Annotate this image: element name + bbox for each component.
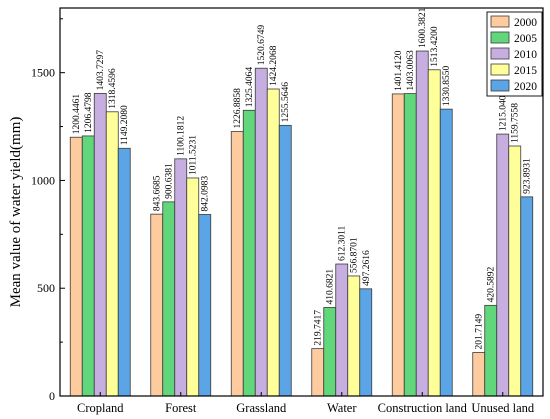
data-label: 420.5892 xyxy=(487,266,497,302)
x-tick-label: Grassland xyxy=(236,401,287,415)
bar-water-2000 xyxy=(311,348,325,397)
bar-forest-2000 xyxy=(150,213,164,397)
y-axis-label: Mean value of water yield(mm) xyxy=(8,117,24,308)
legend-entry: 2010 xyxy=(514,49,537,61)
data-label: 1011.5231 xyxy=(189,135,199,175)
bar-construction-land-2015 xyxy=(427,69,441,397)
bar-construction-land-2010 xyxy=(415,50,429,397)
data-label: 1200.4461 xyxy=(72,94,82,135)
legend-swatch xyxy=(490,47,510,60)
legend-entry: 2020 xyxy=(514,81,537,93)
bar-unused-land-2000 xyxy=(472,352,486,397)
data-label: 1215.0406 xyxy=(499,90,509,131)
data-label: 1600.3821 xyxy=(418,7,428,48)
data-label: 843.6685 xyxy=(153,175,163,211)
x-tick-label: Water xyxy=(327,401,357,415)
bar-cropland-2010 xyxy=(93,93,107,397)
x-tick-label: Construction land xyxy=(378,401,468,415)
bar-cropland-2015 xyxy=(105,111,119,397)
bar-unused-land-2010 xyxy=(496,133,510,397)
data-label: 1255.5646 xyxy=(281,82,291,123)
bar-cropland-2020 xyxy=(117,147,131,397)
legend-swatch xyxy=(490,63,510,76)
bar-unused-land-2020 xyxy=(520,196,534,397)
bar-forest-2005 xyxy=(162,201,176,397)
x-tick-label: Unused land xyxy=(471,401,535,415)
y-tick-label: 500 xyxy=(37,281,55,295)
data-label: 612.3011 xyxy=(338,225,348,261)
data-label: 900.6381 xyxy=(165,163,175,199)
bar-grassland-2020 xyxy=(278,124,292,397)
bar-grassland-2000 xyxy=(230,131,244,397)
bar-water-2010 xyxy=(335,263,349,397)
bar-forest-2010 xyxy=(174,158,188,397)
data-label: 219.7417 xyxy=(314,310,324,346)
data-label: 1159.7558 xyxy=(511,103,521,143)
data-label: 1325.4064 xyxy=(245,67,255,108)
y-tick-label: 1000 xyxy=(31,173,55,187)
data-label: 1401.4120 xyxy=(394,50,404,91)
y-tick-label: 1500 xyxy=(31,66,55,80)
bar-cropland-2000 xyxy=(69,136,83,397)
data-label: 1520.6749 xyxy=(257,25,267,66)
legend-swatch xyxy=(490,15,510,28)
bar-water-2005 xyxy=(323,307,337,397)
data-label: 1318.4596 xyxy=(108,68,118,109)
legend-swatch xyxy=(490,31,510,44)
data-label: 1226.8858 xyxy=(233,88,243,129)
bar-grassland-2005 xyxy=(242,109,256,397)
bar-cropland-2005 xyxy=(81,135,95,397)
data-label: 497.2616 xyxy=(362,250,372,286)
data-label: 410.6821 xyxy=(326,269,336,305)
data-label: 1403.0063 xyxy=(406,50,416,91)
data-label: 1424.2068 xyxy=(269,45,279,86)
bar-water-2020 xyxy=(359,288,373,397)
plot-frame xyxy=(59,7,544,397)
data-label: 842.0983 xyxy=(201,176,211,212)
bar-grassland-2010 xyxy=(254,67,268,397)
bar-forest-2015 xyxy=(186,177,200,397)
bar-construction-land-2000 xyxy=(391,93,405,397)
data-label: 1330.8550 xyxy=(442,66,452,107)
legend-entry: 2005 xyxy=(514,33,537,45)
bar-grassland-2015 xyxy=(266,88,280,397)
bar-construction-land-2020 xyxy=(439,108,453,397)
bar-groups xyxy=(69,50,534,397)
data-label: 923.8931 xyxy=(523,158,533,194)
bar-forest-2020 xyxy=(198,214,212,397)
legend-entry: 2015 xyxy=(514,65,537,77)
legend: 2000 2005 2010 2015 2020 xyxy=(486,11,543,97)
data-label: 556.8701 xyxy=(350,237,360,273)
y-tick-label: 0 xyxy=(49,389,55,403)
bar-unused-land-2005 xyxy=(484,304,498,397)
x-tick-label: Forest xyxy=(165,401,197,415)
x-tick-label: Cropland xyxy=(77,401,124,415)
data-label: 1513.4200 xyxy=(430,26,440,67)
data-label: 1206.4798 xyxy=(84,92,94,133)
bar-water-2015 xyxy=(347,275,361,397)
bar-unused-land-2015 xyxy=(508,145,522,397)
data-label: 1100.1812 xyxy=(177,116,187,156)
data-label: 201.7149 xyxy=(475,314,485,350)
bar-construction-land-2005 xyxy=(403,93,417,397)
axes: 0 500 1000 1500 Cropland Forest Grassland Water… xyxy=(31,7,544,415)
data-label: 1149.2080 xyxy=(120,105,130,145)
legend-entry: 2000 xyxy=(514,17,537,29)
legend-swatch xyxy=(490,79,510,92)
data-label: 1403.7297 xyxy=(96,50,106,91)
